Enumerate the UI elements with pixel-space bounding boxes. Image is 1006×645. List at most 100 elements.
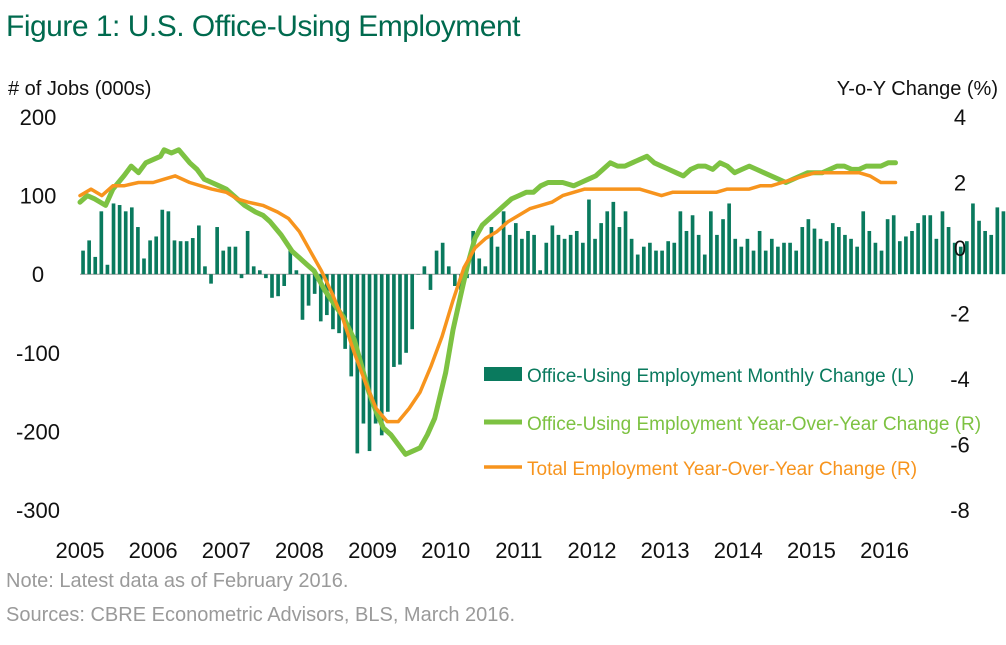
x-tick-label: 2005 <box>56 538 105 563</box>
bar <box>416 274 421 275</box>
bar <box>288 249 293 275</box>
bar <box>690 215 695 275</box>
bar <box>99 211 104 275</box>
bar <box>544 242 549 275</box>
bar <box>897 241 902 275</box>
bar <box>666 241 671 275</box>
y-left-tick-label: 0 <box>32 262 44 287</box>
bar <box>166 211 171 275</box>
bar <box>910 230 914 275</box>
bar <box>209 274 213 284</box>
bar <box>245 230 250 275</box>
bar <box>922 215 927 275</box>
bar <box>282 274 287 286</box>
bar <box>239 274 244 279</box>
bar <box>343 274 347 349</box>
y-left-tick-label: 100 <box>20 184 57 209</box>
bar <box>855 246 859 275</box>
bar <box>824 241 829 275</box>
bar <box>483 266 488 275</box>
bar <box>696 234 701 275</box>
bar <box>142 258 146 275</box>
y-right-tick-label: -4 <box>950 367 970 392</box>
x-tick-label: 2010 <box>421 538 470 563</box>
bar <box>763 250 768 275</box>
y-right-tick-label: -6 <box>950 433 970 458</box>
bar <box>270 274 274 298</box>
bar <box>215 227 219 275</box>
x-tick-label: 2013 <box>641 538 690 563</box>
bar <box>952 242 957 275</box>
x-tick-label: 2007 <box>202 538 251 563</box>
bar <box>581 242 585 275</box>
bar <box>977 220 981 275</box>
bar <box>105 264 110 275</box>
bar <box>227 246 232 275</box>
x-tick-label: 2011 <box>495 538 542 563</box>
bar <box>702 254 707 275</box>
bar <box>843 234 847 275</box>
bar <box>123 211 128 275</box>
bar <box>318 274 323 322</box>
bar <box>398 274 402 365</box>
legend: Office-Using Employment Monthly Change (… <box>484 366 981 480</box>
bar <box>203 266 207 275</box>
y-right-tick-label: 2 <box>954 171 966 196</box>
bar <box>879 250 884 275</box>
bar <box>197 225 201 275</box>
bar <box>617 227 622 275</box>
bar <box>507 234 512 275</box>
bar <box>757 230 762 275</box>
bar <box>562 238 567 275</box>
x-tick-label: 2012 <box>568 538 617 563</box>
bar <box>556 234 561 275</box>
bar <box>678 211 683 275</box>
bar <box>221 250 226 275</box>
bar <box>404 274 408 353</box>
bar <box>593 238 597 275</box>
bar <box>276 274 280 297</box>
y-left-tick-label: -200 <box>16 419 60 444</box>
bar <box>154 236 159 275</box>
bar <box>654 250 658 275</box>
bar <box>660 250 664 275</box>
bar <box>769 238 774 275</box>
axis-ticks: 200 100 0 -100 -200 -300 4 2 0 -2 -4 -6 -8 2005 2006 20… <box>16 105 970 563</box>
bar <box>520 238 524 275</box>
y-right-tick-label: -2 <box>950 302 970 327</box>
y-right-tick-label: -8 <box>950 498 970 523</box>
bar <box>495 246 500 275</box>
bar <box>574 230 579 275</box>
bar <box>233 246 238 275</box>
bar <box>190 238 195 275</box>
bar <box>818 238 823 275</box>
bar <box>715 234 719 275</box>
bar <box>349 274 354 377</box>
y-right-tick-label: 0 <box>954 236 966 261</box>
bar <box>794 250 799 275</box>
bar <box>251 266 256 275</box>
bar <box>446 266 451 275</box>
legend-item-office-yoy: Office-Using Employment Year-Over-Year C… <box>527 414 981 435</box>
bar <box>1001 211 1006 275</box>
sources-text: Sources: CBRE Econometric Advisors, BLS,… <box>6 604 516 626</box>
x-tick-label: 2014 <box>714 538 763 563</box>
x-tick-label: 2016 <box>860 538 909 563</box>
x-tick-label: 2015 <box>787 538 836 563</box>
bar <box>971 203 975 275</box>
bar <box>440 242 445 275</box>
legend-item-total-yoy: Total Employment Year-Over-Year Change (… <box>527 459 917 480</box>
bar <box>983 230 987 275</box>
bar <box>501 211 506 275</box>
bar <box>477 258 482 275</box>
bar <box>550 225 555 275</box>
office-yoy-line <box>77 147 898 457</box>
x-tick-label: 2006 <box>129 538 178 563</box>
bar <box>806 219 811 275</box>
bar <box>782 242 786 275</box>
bar <box>385 274 390 412</box>
bar <box>605 211 610 275</box>
bar <box>453 274 457 286</box>
bar <box>684 230 689 275</box>
bar <box>489 227 494 275</box>
